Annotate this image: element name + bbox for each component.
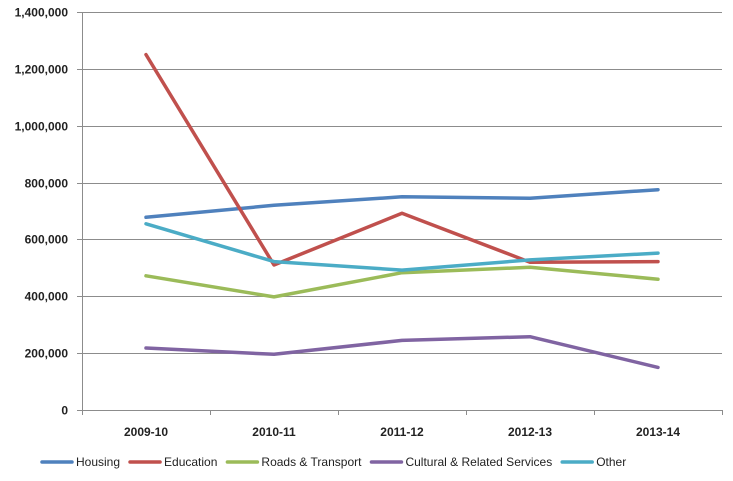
y-tick-label: 1,000,000 [15, 120, 69, 134]
x-tick-label: 2009-10 [124, 425, 168, 439]
legend-item: Housing [40, 455, 120, 469]
series-line-education [144, 52, 660, 267]
x-tick-label: 2010-11 [252, 425, 296, 439]
legend-item: Cultural & Related Services [369, 455, 552, 469]
y-tick-label: 400,000 [25, 290, 69, 304]
y-tick-label: 1,400,000 [15, 6, 69, 20]
gridlines [82, 12, 722, 354]
legend-label: Cultural & Related Services [405, 455, 552, 469]
legend-label: Roads & Transport [261, 455, 362, 469]
legend: Housing Education Roads & Transport Cultura… [40, 455, 626, 469]
x-axis-ticks: 2009-10 2010-11 2011-12 2012-13 2013-14 [82, 410, 723, 439]
legend-item: Roads & Transport [225, 455, 362, 469]
y-tick-label: 200,000 [25, 347, 69, 361]
axes [82, 12, 722, 411]
series-lines [144, 52, 660, 370]
legend-item: Education [128, 455, 217, 469]
y-tick-label: 800,000 [25, 177, 69, 191]
x-tick-label: 2011-12 [380, 425, 424, 439]
legend-item: Other [560, 455, 626, 469]
series-line-other [144, 222, 660, 272]
legend-label: Education [164, 455, 217, 469]
legend-label: Housing [76, 455, 120, 469]
y-tick-label: 600,000 [25, 233, 69, 247]
series-line-housing [144, 187, 660, 220]
y-tick-label: 1,200,000 [15, 63, 69, 77]
series-line-roads-transport [144, 265, 660, 299]
y-axis-ticks: 0 200,000 400,000 600,000 800,000 1,000,000 1,… [15, 6, 82, 418]
x-tick-label: 2013-14 [636, 425, 680, 439]
legend-label: Other [596, 455, 626, 469]
x-tick-label: 2012-13 [508, 425, 552, 439]
y-tick-label: 0 [61, 404, 68, 418]
series-line-cultural-related-services [144, 334, 660, 370]
